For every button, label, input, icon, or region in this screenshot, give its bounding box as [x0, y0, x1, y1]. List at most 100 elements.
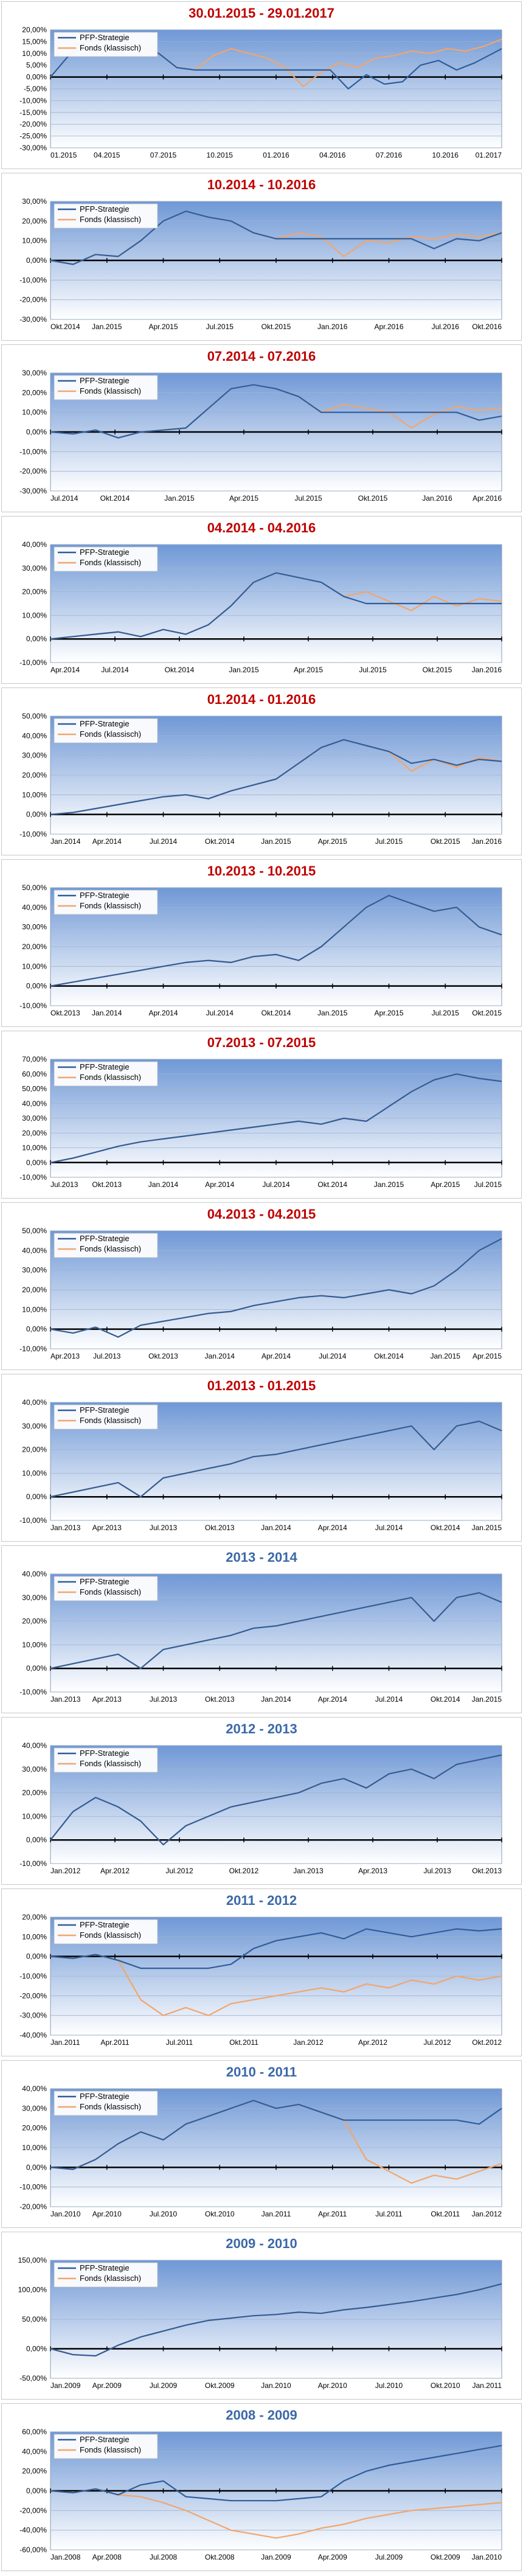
y-tick-label: 10,00% — [22, 1144, 47, 1152]
x-tick-label: Apr.2013 — [92, 1695, 122, 1704]
y-tick-label: 0,00% — [26, 1664, 47, 1673]
x-tick-label: Jul.2014 — [206, 1009, 234, 1017]
x-tick-label: Jul.2010 — [150, 2210, 178, 2218]
x-tick-label: Jul.2013 — [150, 1523, 178, 1532]
x-tick-label: Jul.2011 — [166, 2038, 193, 2047]
legend-box — [54, 203, 158, 229]
y-tick-label: -10,00% — [19, 96, 47, 105]
legend-label: Fonds (klassisch) — [80, 558, 141, 567]
x-tick-label: Jul.2008 — [150, 2553, 178, 2561]
chart-title: 30.01.2015 - 29.01.2017 — [189, 5, 334, 21]
x-tick-label: Apr.2011 — [100, 2038, 129, 2047]
x-tick-label: Okt.2014 — [262, 1009, 291, 1017]
legend-box — [54, 1747, 158, 1773]
x-tick-label: Apr.2014 — [148, 1009, 178, 1017]
chart-title: 2008 - 2009 — [226, 2407, 297, 2423]
x-tick-label: Jan.2013 — [50, 1695, 81, 1704]
x-tick-label: Jul.2013 — [93, 1352, 121, 1360]
x-tick-label: 01.2017 — [476, 151, 502, 159]
legend-box — [54, 375, 158, 400]
y-tick-label: 20,00% — [22, 1446, 47, 1454]
x-tick-label: Jan.2016 — [317, 322, 348, 331]
legend-label: Fonds (klassisch) — [80, 1073, 141, 1082]
chart-panel: 30.01.2015 - 29.01.2017 20,00% 15,00% 10,00… — [1, 1, 522, 169]
y-tick-label: 0,00% — [26, 73, 47, 82]
x-tick-label: Jul.2015 — [294, 494, 322, 503]
x-tick-label: Okt.2013 — [92, 1180, 122, 1189]
legend-label: Fonds (klassisch) — [80, 43, 141, 52]
legend-label: Fonds (klassisch) — [80, 386, 141, 395]
x-tick-label: Jul.2009 — [375, 2553, 403, 2561]
chart-svg: 10.2013 - 10.2015 50,00% 40,00% 30,00% 20,00… — [19, 863, 502, 1017]
y-tick-label: -10,00% — [19, 1688, 47, 1696]
y-tick-label: 30,00% — [22, 1593, 47, 1602]
x-tick-label: Jul.2013 — [50, 1180, 78, 1189]
series-line-pfp — [50, 384, 502, 439]
x-tick-label: Jan.2015 — [229, 666, 259, 674]
series-line-pfp — [50, 894, 502, 987]
y-tick-label: 40,00% — [22, 540, 47, 549]
x-tick-label: Jan.2012 — [472, 2210, 502, 2218]
x-tick-label: Jul.2014 — [50, 494, 78, 503]
y-tick-label: -10,00% — [19, 276, 47, 284]
y-tick-label: -10,00% — [19, 1173, 47, 1182]
y-tick-label: 30,00% — [22, 197, 47, 206]
y-tick-label: 30,00% — [22, 751, 47, 760]
x-tick-label: Apr.2014 — [318, 1523, 347, 1532]
y-tick-label: 100,00% — [18, 2286, 47, 2294]
legend-label: Fonds (klassisch) — [80, 1416, 141, 1425]
y-tick-label: 0,00% — [26, 2345, 47, 2353]
x-tick-label: 01.2015 — [50, 151, 77, 159]
y-tick-label: 10,00% — [22, 790, 47, 799]
chart-title: 10.2013 - 10.2015 — [207, 863, 316, 879]
x-tick-label: Apr.2014 — [92, 837, 122, 846]
x-tick-label: Okt.2014 — [317, 1180, 347, 1189]
x-tick-label: Jan.2016 — [422, 494, 452, 503]
chart-title: 2009 - 2010 — [226, 2236, 297, 2251]
x-tick-label: Jan.2013 — [50, 1523, 81, 1532]
x-tick-label: Okt.2014 — [431, 1695, 460, 1704]
y-tick-label: -10,00% — [19, 830, 47, 838]
x-tick-label: Apr.2009 — [92, 2381, 122, 2390]
x-tick-label: Jan.2015 — [317, 1009, 348, 1017]
y-tick-label: 20,00% — [22, 771, 47, 779]
chart-panel: 07.2013 - 07.2015 70,00% 60,00% 50,00% 40,00… — [1, 1031, 522, 1199]
y-tick-label: 10,00% — [22, 962, 47, 970]
x-tick-label: Jul.2014 — [375, 1523, 403, 1532]
x-tick-label: Jan.2012 — [293, 2038, 324, 2047]
legend-label: Fonds (klassisch) — [80, 1759, 141, 1768]
y-tick-label: 0,00% — [26, 982, 47, 990]
chart-title: 04.2014 - 04.2016 — [207, 520, 316, 535]
x-tick-label: Jan.2014 — [92, 1009, 122, 1017]
y-tick-label: -20,00% — [19, 296, 47, 304]
chart-svg: 30.01.2015 - 29.01.2017 20,00% 15,00% 10,00… — [19, 5, 502, 159]
legend-label: PFP-Strategie — [80, 1062, 130, 1071]
y-tick-label: 20,00% — [22, 942, 47, 951]
x-tick-label: Jul.2015 — [432, 1009, 460, 1017]
x-tick-label: Jan.2015 — [374, 1180, 404, 1189]
y-tick-label: 20,00% — [22, 2467, 47, 2476]
x-tick-label: Apr.2015 — [431, 1180, 460, 1189]
legend-label: Fonds (klassisch) — [80, 2445, 141, 2454]
x-tick-label: Okt.2015 — [358, 494, 388, 503]
legend-label: PFP-Strategie — [80, 2263, 130, 2272]
y-tick-label: 10,00% — [22, 408, 47, 417]
chart-title: 01.2014 - 01.2016 — [207, 692, 316, 707]
x-tick-label: Jan.2011 — [262, 2210, 291, 2218]
y-tick-label: -20,00% — [19, 120, 47, 128]
x-tick-label: Apr.2015 — [374, 1009, 403, 1017]
y-tick-label: 20,00% — [22, 1617, 47, 1626]
x-tick-label: Jul.2015 — [206, 322, 234, 331]
x-tick-label: Jul.2014 — [262, 1180, 290, 1189]
x-tick-label: Apr.2015 — [294, 666, 323, 674]
y-tick-label: -10,00% — [19, 1001, 47, 1010]
x-tick-label: Jul.2013 — [423, 1867, 451, 1875]
y-tick-label: 20,00% — [22, 2124, 47, 2132]
